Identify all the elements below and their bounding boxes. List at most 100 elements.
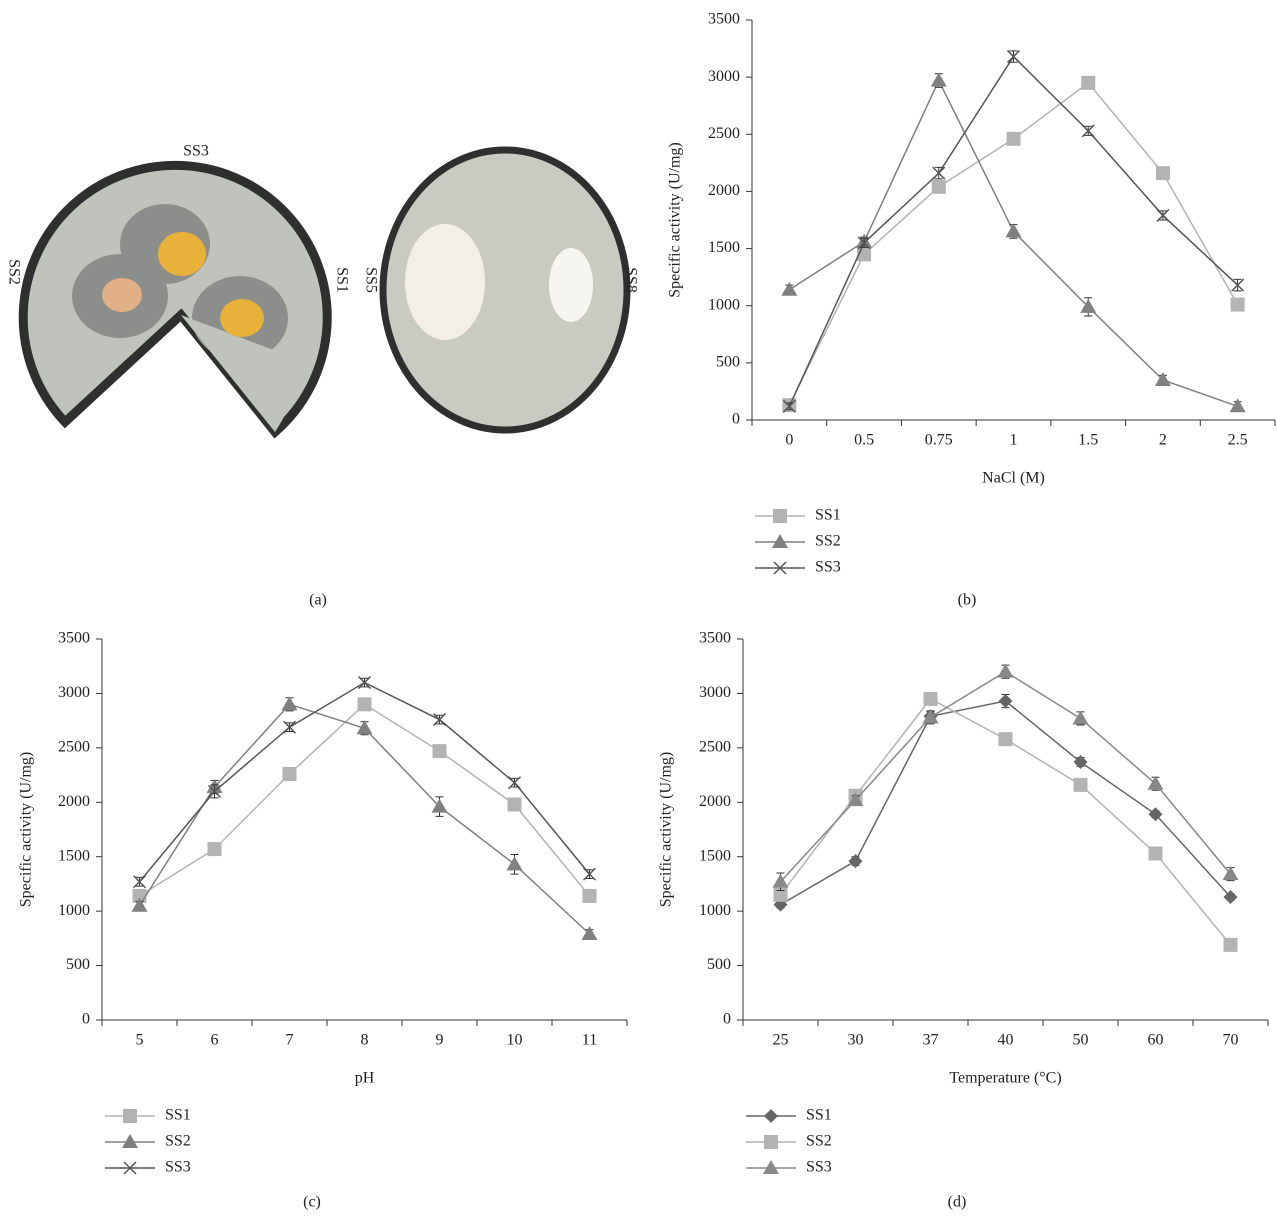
x-tick-label: 70	[1223, 1032, 1239, 1049]
legend-marker	[123, 1109, 137, 1123]
marker-triangle	[1005, 223, 1022, 238]
marker-square	[207, 842, 222, 857]
legend-label: SS2	[806, 1133, 832, 1150]
x-tick-label: 11	[582, 1032, 597, 1049]
y-tick-label: 500	[707, 956, 731, 973]
y-axis-title: Specific activity (U/mg)	[658, 752, 675, 908]
legend-marker	[773, 561, 787, 575]
y-tick-label: 2000	[708, 182, 740, 199]
colony	[405, 224, 485, 340]
y-tick-label: 2500	[699, 739, 731, 756]
legend-marker	[123, 1161, 137, 1175]
legend-marker	[764, 1109, 778, 1123]
marker-square	[998, 732, 1013, 747]
y-tick-label: 3000	[58, 684, 90, 701]
y-tick-label: 1000	[708, 296, 740, 313]
series-line	[788, 78, 1238, 407]
marker-square	[1006, 131, 1021, 146]
marker-triangle	[281, 696, 298, 711]
x-axis-title: pH	[355, 1070, 375, 1087]
legend-label: SS2	[815, 533, 841, 550]
colony	[549, 248, 593, 322]
marker-cross	[782, 399, 796, 413]
y-tick-label: 500	[66, 956, 90, 973]
x-tick-label: 6	[211, 1032, 219, 1049]
x-axis-title: Temperature (°C)	[949, 1070, 1061, 1087]
marker-square	[1223, 937, 1238, 952]
marker-cross	[1231, 278, 1245, 292]
x-tick-label: 2.5	[1228, 432, 1248, 449]
y-tick-label: 1500	[58, 847, 90, 864]
legend-label: SS3	[815, 559, 841, 576]
y-tick-label: 0	[732, 411, 740, 428]
marker-triangle	[1229, 398, 1246, 413]
x-tick-label: 8	[361, 1032, 369, 1049]
y-tick-label: 0	[723, 1011, 731, 1028]
marker-cross	[1156, 208, 1170, 222]
legend-marker	[772, 534, 788, 548]
y-tick-label: 1000	[58, 902, 90, 919]
x-tick-label: 25	[773, 1032, 789, 1049]
marker-triangle	[781, 281, 798, 296]
marker-triangle	[506, 856, 523, 871]
legend-label: SS2	[165, 1133, 191, 1150]
petri-dish	[379, 146, 631, 434]
legend-label: SS3	[806, 1159, 832, 1176]
colony	[220, 299, 264, 337]
marker-cross	[857, 236, 871, 250]
caption: (d)	[948, 1194, 967, 1211]
y-tick-label: 2000	[58, 793, 90, 810]
y-axis-title: Specific activity (U/mg)	[18, 752, 35, 908]
plate-label: SS3	[183, 143, 209, 160]
caption: (c)	[303, 1194, 321, 1211]
x-tick-label: 0	[785, 432, 793, 449]
marker-cross	[932, 166, 946, 180]
marker-triangle	[431, 798, 448, 813]
y-tick-label: 3500	[699, 630, 731, 647]
x-tick-label: 7	[286, 1032, 294, 1049]
marker-diamond	[998, 694, 1013, 709]
colony	[158, 232, 206, 276]
y-tick-label: 3000	[708, 68, 740, 85]
marker-cross	[507, 776, 522, 790]
colony	[102, 278, 142, 312]
marker-diamond	[848, 854, 863, 869]
marker-square	[923, 691, 938, 706]
x-tick-label: 1.5	[1078, 432, 1098, 449]
marker-cross	[282, 720, 297, 734]
marker-square	[1081, 75, 1096, 90]
marker-triangle	[581, 926, 598, 941]
y-tick-label: 1000	[699, 902, 731, 919]
series-line	[138, 703, 591, 935]
marker-diamond	[1223, 889, 1238, 904]
x-tick-label: 37	[923, 1032, 939, 1049]
marker-square	[931, 179, 946, 194]
marker-triangle	[997, 663, 1014, 678]
marker-triangle	[922, 709, 939, 724]
x-tick-label: 1	[1010, 432, 1018, 449]
legend-marker	[764, 1135, 778, 1149]
caption: (a)	[309, 592, 327, 609]
y-tick-label: 3500	[58, 630, 90, 647]
x-tick-label: 2	[1159, 432, 1167, 449]
y-tick-label: 1500	[699, 847, 731, 864]
marker-triangle	[1072, 710, 1089, 725]
y-tick-label: 2000	[699, 793, 731, 810]
marker-square	[282, 766, 297, 781]
x-tick-label: 9	[436, 1032, 444, 1049]
series-line	[780, 700, 1232, 906]
marker-cross	[1006, 50, 1021, 64]
series-line	[138, 681, 591, 883]
caption: (b)	[958, 592, 977, 609]
marker-cross	[1081, 124, 1095, 138]
legend-marker	[122, 1134, 138, 1148]
plate-label: SS2	[5, 259, 22, 285]
marker-cross	[432, 713, 447, 727]
x-tick-label: 40	[998, 1032, 1014, 1049]
marker-cross	[132, 875, 147, 889]
y-tick-label: 1500	[708, 239, 740, 256]
marker-square	[582, 888, 597, 903]
legend-label: SS1	[165, 1107, 191, 1124]
x-tick-label: 60	[1148, 1032, 1164, 1049]
